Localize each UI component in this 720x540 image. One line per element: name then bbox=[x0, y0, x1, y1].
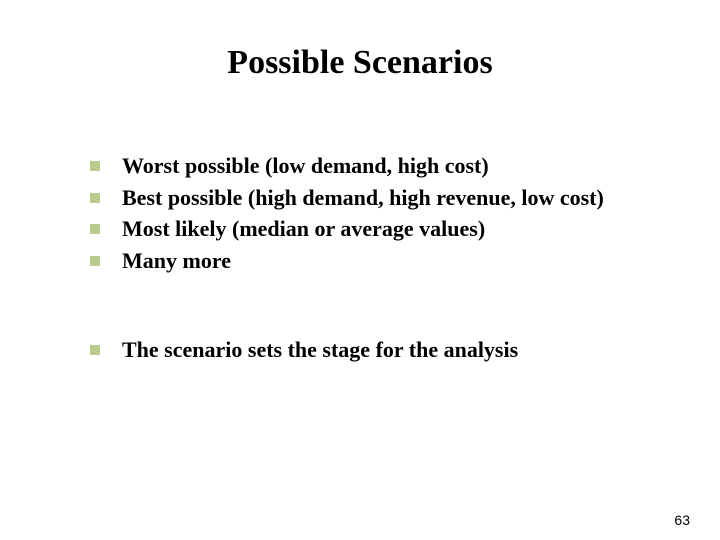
list-item: Most likely (median or average values) bbox=[90, 215, 680, 243]
list-item: The scenario sets the stage for the anal… bbox=[90, 336, 680, 364]
page-number: 63 bbox=[674, 512, 690, 528]
slide-content: Worst possible (low demand, high cost) B… bbox=[90, 152, 680, 368]
square-bullet-icon bbox=[90, 193, 100, 203]
list-item: Many more bbox=[90, 247, 680, 275]
bullet-group-1: Worst possible (low demand, high cost) B… bbox=[90, 152, 680, 274]
bullet-group-2: The scenario sets the stage for the anal… bbox=[90, 336, 680, 364]
slide-title: Possible Scenarios bbox=[0, 44, 720, 82]
square-bullet-icon bbox=[90, 161, 100, 171]
square-bullet-icon bbox=[90, 224, 100, 234]
list-item-text: Worst possible (low demand, high cost) bbox=[122, 152, 489, 180]
list-item: Worst possible (low demand, high cost) bbox=[90, 152, 680, 180]
slide: Possible Scenarios Worst possible (low d… bbox=[0, 0, 720, 540]
list-item-text: Many more bbox=[122, 247, 231, 275]
list-item-text: The scenario sets the stage for the anal… bbox=[122, 336, 518, 364]
square-bullet-icon bbox=[90, 256, 100, 266]
square-bullet-icon bbox=[90, 345, 100, 355]
list-item-text: Best possible (high demand, high revenue… bbox=[122, 184, 604, 212]
list-item-text: Most likely (median or average values) bbox=[122, 215, 485, 243]
list-item: Best possible (high demand, high revenue… bbox=[90, 184, 680, 212]
